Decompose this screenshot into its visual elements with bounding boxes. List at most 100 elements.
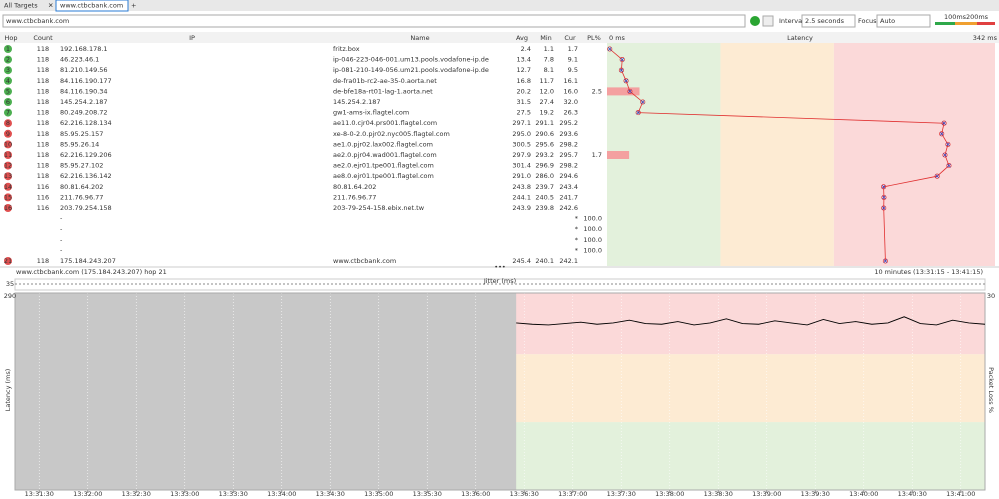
packet-loss-bar [607,87,640,96]
ip: 62.216.128.134 [60,119,112,127]
name: ae2.0.ejr01.tpe001.flagtel.com [333,162,434,170]
hop: 4 [6,77,10,85]
cur: 295.2 [559,119,578,127]
count: 118 [37,119,49,127]
count: 116 [37,204,49,212]
cur: 9.1 [568,56,578,64]
tab[interactable]: All Targets [4,2,38,10]
hop: 10 [4,140,12,148]
name: ae2.0.pjr04.wad001.flagtel.com [333,151,437,159]
x-tick-label: 13:32:00 [73,490,102,498]
count: 118 [37,172,49,180]
tab-close[interactable]: ✕ [48,2,53,10]
latency-marker-x [882,195,886,200]
address[interactable]: www.ctbcbank.com [6,17,69,25]
pl: 100.0 [583,246,602,254]
active-tab[interactable] [55,0,129,12]
y2-tick-label: 30 [987,292,995,300]
tab[interactable]: www.ctbcbank.com [60,2,123,10]
x-tick-label: 13:31:30 [25,490,54,498]
cur: 243.4 [559,183,578,191]
hop: 11 [4,151,12,159]
count: 118 [37,140,49,148]
column-header: Latency [787,34,813,42]
ip: - [60,215,63,223]
latency-marker-x [607,47,612,51]
cur: 16.1 [564,77,578,85]
cur: 294.6 [559,172,578,180]
hop: 8 [6,119,10,127]
cur: 298.2 [559,162,578,170]
ip: 85.95.27.102 [60,162,103,170]
avg: 295.0 [512,130,531,138]
name: 211.76.96.77 [333,193,376,201]
y-tick-label: 290 [4,292,16,300]
name: de-bfe18a-rt01-lag-1.aorta.net [333,87,433,95]
hop-badge [4,66,12,75]
address-box[interactable] [2,14,746,28]
name: ae8.0.ejr01.tpe001.flagtel.com [333,172,434,180]
count: 118 [37,77,49,85]
ip: 84.116.190.177 [60,77,112,85]
dropdown-button[interactable] [762,15,774,27]
x-tick-label: 13:40:00 [849,490,878,498]
x-tick-label: 13:40:30 [898,490,927,498]
column-header: IP [189,34,195,42]
latency-marker [942,152,948,158]
splitter-grip[interactable]: ••• [494,263,506,271]
hop-badge [4,161,12,170]
hop-badge [4,119,12,128]
hop-badge [4,98,12,106]
x-tick-label: 13:34:00 [267,490,296,498]
latency-marker [627,88,633,94]
x-tick-label: 13:41:00 [946,490,975,498]
latency-marker [881,205,887,211]
hop-badge [4,45,12,53]
avg: 31.5 [517,98,531,106]
new-tab[interactable]: + [131,2,136,10]
count: 118 [37,257,49,265]
ip: 80.249.208.72 [60,109,108,117]
min: 295.6 [535,140,554,148]
name: www.ctbcbank.com [333,257,396,265]
column-header: Cur [564,34,576,42]
name: xe-8-0-2.0.pjr02.nyc005.flagtel.com [333,130,450,138]
cur: * [575,236,579,244]
latency-marker [881,184,887,190]
ip: - [60,236,63,244]
cur: 241.7 [559,193,578,201]
latency-marker-x [636,110,641,115]
latency-marker-x [939,131,944,136]
name: ae1.0.pjr02.lax002.flagtel.com [333,140,433,148]
name: 203-79-254-158.ebix.net.tw [333,204,425,212]
interval-select[interactable] [801,14,856,28]
count: 118 [37,130,49,138]
count: 116 [37,193,49,201]
latency-marker-x [947,163,951,168]
pl: 100.0 [583,236,602,244]
interval-value: 2.5 seconds [805,17,845,25]
ip: 85.95.25.157 [60,130,103,138]
column-header: Min [540,34,552,42]
x-tick-label: 13:34:30 [316,490,345,498]
latency-marker-x [946,142,950,147]
cur: 298.2 [559,140,578,148]
avg: 300.5 [512,140,531,148]
hop-badge [4,108,12,117]
latency-marker-x [619,68,624,73]
min: 291.1 [535,119,554,127]
column-header: PL% [587,34,601,42]
hop: 5 [6,87,10,95]
ip: - [60,225,63,233]
x-tick-label: 13:35:30 [413,490,442,498]
play-button[interactable] [750,16,760,26]
hop-badge [4,172,12,181]
chart-title: www.ctbcbank.com (175.184.243.207) hop 2… [16,268,167,276]
hop-badge [4,257,12,265]
ip: 85.95.26.14 [60,140,99,148]
hop: 14 [4,183,12,191]
hop-badge [4,87,12,96]
avg: 297.1 [512,119,531,127]
focus-select[interactable] [876,14,931,28]
